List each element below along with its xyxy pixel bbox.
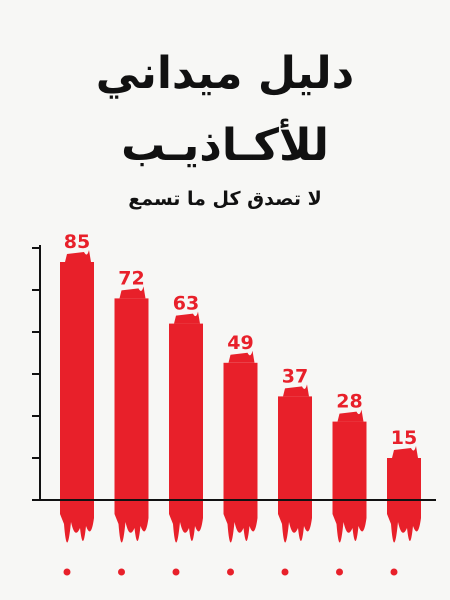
drip (387, 500, 421, 543)
drip (114, 500, 149, 543)
top-drip (119, 286, 146, 299)
drip (223, 500, 258, 543)
bar (169, 323, 203, 500)
drip-drop (227, 568, 234, 576)
top-drip (174, 311, 200, 324)
drip (169, 500, 203, 543)
top-drip (392, 446, 418, 458)
bar (60, 262, 94, 500)
bar (114, 298, 149, 500)
drip (332, 500, 367, 543)
bar (387, 458, 421, 500)
drip-drop (390, 568, 398, 576)
bar (278, 396, 312, 500)
drip (278, 500, 312, 543)
drip-drop (63, 568, 71, 576)
bar (223, 362, 258, 500)
top-drip (65, 250, 91, 262)
drip-drop (118, 568, 125, 576)
value-label: 85 (64, 231, 90, 253)
value-label: 49 (227, 332, 253, 354)
chart-subtitle: لا تصدق كل ما تسمع (128, 188, 322, 210)
drip-drop (172, 568, 180, 576)
chart-title: للأكـاذيـب (121, 118, 329, 171)
top-drip (283, 384, 309, 397)
value-label: 63 (173, 293, 199, 315)
value-label: 37 (282, 365, 308, 387)
top-drip (228, 350, 255, 363)
value-label: 15 (391, 427, 417, 449)
value-label: 28 (336, 391, 362, 413)
bar (332, 421, 367, 500)
drip-drop (281, 568, 289, 576)
drip-drop (336, 568, 343, 576)
drip (60, 500, 94, 543)
value-label: 72 (118, 267, 144, 289)
chart-title: دليل ميداني (96, 48, 354, 99)
top-drip (337, 409, 364, 422)
